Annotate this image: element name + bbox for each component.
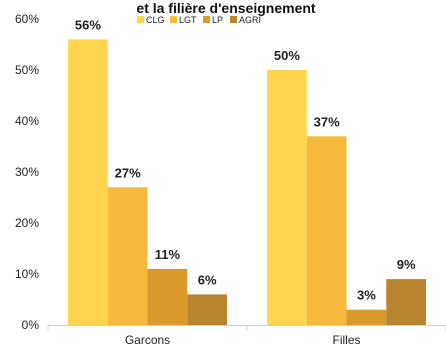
data-label: 50% — [274, 48, 300, 63]
legend-label: AGRI — [239, 15, 261, 25]
bar-agri — [187, 294, 227, 325]
legend-swatch — [170, 16, 177, 23]
bar-lgt — [107, 187, 148, 325]
x-category-label: Garcons — [125, 333, 170, 347]
y-tick-label: 20% — [15, 216, 39, 230]
legend: CLG LGT LP AGRI — [137, 15, 261, 25]
bar-clg — [68, 39, 108, 326]
data-label: 3% — [357, 288, 376, 303]
legend-swatch — [203, 16, 210, 23]
data-label: 37% — [314, 114, 340, 129]
labels-layer: 56% 50% 27% 37% 11% 3% 6% 9% — [75, 17, 416, 302]
axis-layer: 0% 10% 20% 30% 40% 50% 60% Garcons Filles — [15, 12, 446, 347]
y-tick-label: 60% — [15, 12, 39, 26]
data-label: 11% — [155, 247, 181, 262]
legend-label: LGT — [179, 15, 197, 25]
data-label: 9% — [397, 257, 416, 272]
bar-lp — [346, 309, 387, 325]
bars-layer — [68, 39, 426, 326]
data-label: 6% — [198, 272, 217, 287]
data-label: 27% — [115, 165, 141, 180]
legend-swatch — [230, 16, 237, 23]
bar-agri — [386, 279, 426, 325]
y-tick-label: 10% — [15, 267, 39, 281]
chart-title: et la filière d'enseignement — [136, 0, 316, 16]
y-tick-label: 40% — [15, 114, 39, 128]
legend-label: LP — [212, 15, 223, 25]
bar-lp — [147, 268, 188, 325]
x-category-label: Filles — [332, 333, 360, 347]
y-tick-label: 0% — [22, 318, 40, 332]
y-tick-label: 50% — [15, 63, 39, 77]
y-tick-label: 30% — [15, 165, 39, 179]
data-label: 56% — [75, 17, 101, 32]
legend-swatch — [137, 16, 144, 23]
legend-label: CLG — [146, 15, 165, 25]
bar-lgt — [306, 136, 347, 325]
bar-clg — [267, 70, 307, 325]
